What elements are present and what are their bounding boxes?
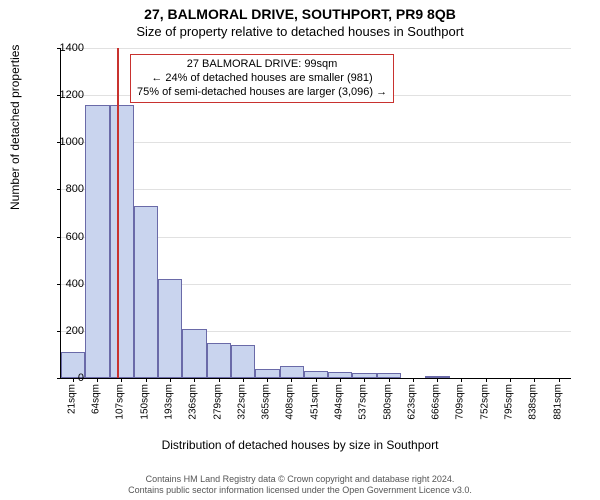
annotation-line-2: ← 24% of detached houses are smaller (98… (137, 72, 387, 86)
xtick-mark (267, 378, 268, 382)
xtick-label: 150sqm (139, 384, 150, 420)
xtick-mark (389, 378, 390, 382)
histogram-bar (158, 279, 182, 378)
xtick-mark (97, 378, 98, 382)
histogram-bar (231, 345, 255, 378)
x-axis-label: Distribution of detached houses by size … (0, 438, 600, 452)
histogram-bar (280, 366, 304, 378)
xtick-label: 623sqm (406, 384, 417, 420)
xtick-mark (340, 378, 341, 382)
xtick-label: 666sqm (431, 384, 442, 420)
ytick-label: 0 (44, 372, 84, 384)
histogram-bar (304, 371, 328, 378)
xtick-label: 537sqm (358, 384, 369, 420)
chart-container: 27, BALMORAL DRIVE, SOUTHPORT, PR9 8QB S… (0, 0, 600, 500)
histogram-bar (110, 105, 134, 378)
ytick-label: 600 (44, 231, 84, 243)
xtick-label: 236sqm (188, 384, 199, 420)
xtick-label: 365sqm (261, 384, 272, 420)
xtick-mark (219, 378, 220, 382)
footer-line-2: Contains public sector information licen… (0, 485, 600, 496)
chart-title: 27, BALMORAL DRIVE, SOUTHPORT, PR9 8QB (0, 0, 600, 22)
xtick-mark (146, 378, 147, 382)
xtick-mark (510, 378, 511, 382)
xtick-mark (243, 378, 244, 382)
xtick-label: 709sqm (455, 384, 466, 420)
xtick-mark (170, 378, 171, 382)
xtick-mark (461, 378, 462, 382)
xtick-label: 838sqm (528, 384, 539, 420)
xtick-label: 881sqm (552, 384, 563, 420)
footer-line-1: Contains HM Land Registry data © Crown c… (0, 474, 600, 485)
xtick-label: 322sqm (236, 384, 247, 420)
gridline (61, 48, 571, 49)
chart-subtitle: Size of property relative to detached ho… (0, 22, 600, 39)
xtick-mark (194, 378, 195, 382)
ytick-label: 1000 (44, 136, 84, 148)
xtick-label: 21sqm (66, 384, 77, 414)
xtick-mark (364, 378, 365, 382)
xtick-label: 408sqm (285, 384, 296, 420)
xtick-label: 64sqm (91, 384, 102, 414)
xtick-mark (437, 378, 438, 382)
xtick-mark (486, 378, 487, 382)
footer-text: Contains HM Land Registry data © Crown c… (0, 474, 600, 496)
gridline (61, 142, 571, 143)
ytick-label: 1200 (44, 89, 84, 101)
ytick-label: 200 (44, 325, 84, 337)
xtick-label: 193sqm (164, 384, 175, 420)
ytick-label: 1400 (44, 42, 84, 54)
xtick-mark (534, 378, 535, 382)
annotation-box: 27 BALMORAL DRIVE: 99sqm ← 24% of detach… (130, 54, 394, 103)
xtick-mark (291, 378, 292, 382)
xtick-label: 107sqm (115, 384, 126, 420)
ytick-label: 400 (44, 278, 84, 290)
xtick-label: 752sqm (479, 384, 490, 420)
xtick-label: 451sqm (309, 384, 320, 420)
xtick-mark (413, 378, 414, 382)
xtick-mark (559, 378, 560, 382)
annotation-line-3: 75% of semi-detached houses are larger (… (137, 86, 387, 100)
xtick-label: 279sqm (212, 384, 223, 420)
xtick-mark (121, 378, 122, 382)
histogram-bar (134, 206, 158, 378)
annotation-line-1: 27 BALMORAL DRIVE: 99sqm (137, 58, 387, 72)
gridline (61, 189, 571, 190)
histogram-bar (182, 329, 206, 379)
xtick-mark (316, 378, 317, 382)
histogram-bar (255, 369, 279, 378)
xtick-label: 494sqm (334, 384, 345, 420)
y-axis-label: Number of detached properties (8, 45, 22, 210)
histogram-bar (207, 343, 231, 378)
histogram-bar (85, 105, 109, 378)
property-marker-line (117, 48, 119, 378)
xtick-label: 580sqm (382, 384, 393, 420)
ytick-label: 800 (44, 183, 84, 195)
xtick-label: 795sqm (504, 384, 515, 420)
